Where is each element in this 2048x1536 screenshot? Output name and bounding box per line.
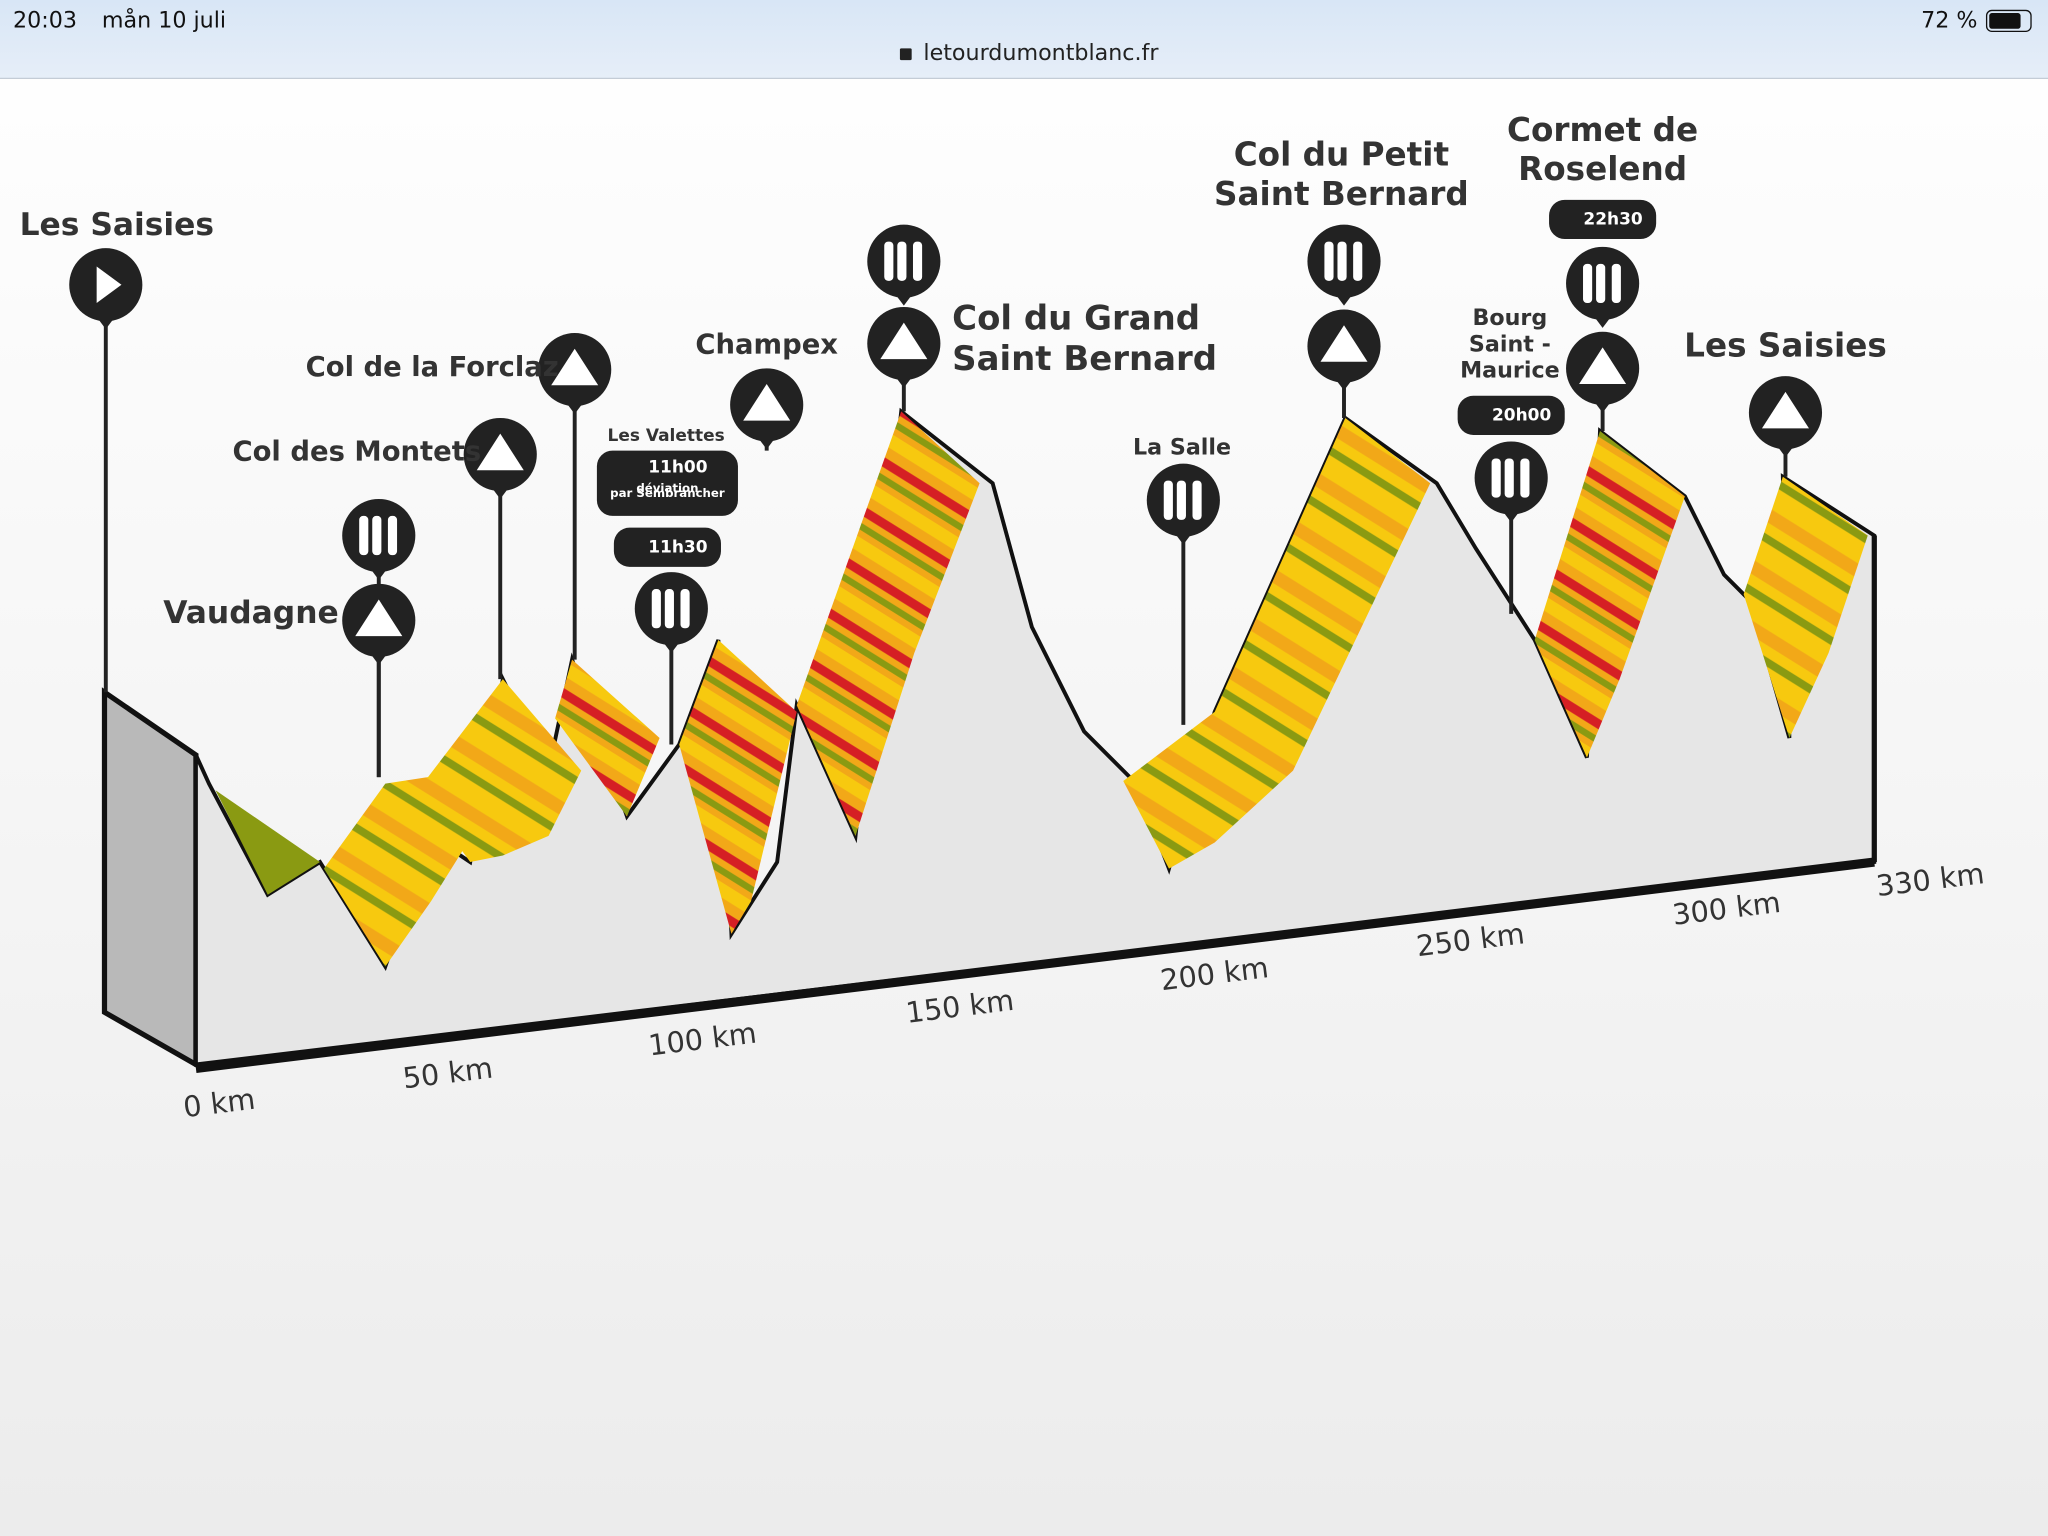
food-icon xyxy=(680,589,690,629)
place-name: Col du Grand xyxy=(952,299,1200,339)
food-icon xyxy=(912,241,923,281)
mountain-icon xyxy=(551,348,599,386)
food-icon xyxy=(651,589,661,629)
food-icon xyxy=(1491,458,1501,498)
food-icon xyxy=(1176,480,1186,520)
mountain-icon xyxy=(476,433,524,471)
place-name: Les Saisies xyxy=(20,207,215,243)
climb xyxy=(555,659,660,817)
place-name: La Salle xyxy=(1133,435,1231,461)
place-name: Col du Petit xyxy=(1234,136,1449,174)
place-name: Vaudagne xyxy=(163,595,339,631)
climb xyxy=(1743,476,1868,738)
time-badge xyxy=(1549,199,1657,240)
time-badge xyxy=(596,450,738,516)
mountain-icon xyxy=(1761,391,1809,429)
climb xyxy=(796,411,980,836)
place-name: Cormet de xyxy=(1507,111,1698,149)
place-name: Les Valettes xyxy=(608,426,725,446)
mountain-icon xyxy=(355,599,403,637)
food-icon xyxy=(1353,241,1363,281)
battery-level: 72 % xyxy=(1921,7,1977,33)
food-icon xyxy=(1504,458,1514,498)
badge-text: par Sembrancher xyxy=(610,486,725,500)
place-name: Saint Bernard xyxy=(952,339,1217,379)
status-bar xyxy=(0,0,2048,79)
food-icon xyxy=(359,515,369,556)
place-name: Roselend xyxy=(1518,150,1687,188)
food-icon xyxy=(1596,263,1606,304)
battery-fill xyxy=(1989,13,2021,29)
place-name: Saint Bernard xyxy=(1214,175,1469,213)
climb xyxy=(679,640,797,934)
food-icon xyxy=(1583,263,1593,304)
date: mån 10 juli xyxy=(102,5,226,33)
climb xyxy=(417,679,582,863)
food-icon xyxy=(1324,241,1334,281)
time-badge xyxy=(1457,395,1565,435)
mountain-icon xyxy=(1579,347,1627,384)
climb xyxy=(323,770,471,967)
food-icon xyxy=(664,589,674,629)
badge-text: 22h30 xyxy=(1583,209,1642,229)
time-badge xyxy=(613,527,721,567)
mountain-icon xyxy=(743,384,791,421)
food-icon xyxy=(1520,458,1530,498)
food-icon xyxy=(387,515,398,556)
mountain-icon xyxy=(1320,325,1368,362)
place-name: Bourg xyxy=(1472,305,1547,331)
place-name: Champex xyxy=(695,330,838,361)
food-icon xyxy=(884,241,894,281)
url[interactable]: letourdumontblanc.fr xyxy=(923,40,1159,66)
food-icon xyxy=(1192,480,1202,520)
climb xyxy=(1534,431,1685,758)
markers xyxy=(69,224,1823,778)
badge-text: 20h00 xyxy=(1492,405,1551,425)
lock-icon xyxy=(899,48,912,61)
clock: 20:03 xyxy=(13,7,77,33)
battery-icon xyxy=(1985,9,2032,32)
badge-text: 11h00 xyxy=(648,458,707,478)
start-icon xyxy=(96,266,122,304)
place-name: Col de la Forclaz xyxy=(306,352,559,383)
food-icon xyxy=(897,241,907,281)
mountain-icon xyxy=(880,322,928,360)
profile-side xyxy=(101,687,199,1069)
food-icon xyxy=(1337,241,1347,281)
climb xyxy=(215,790,320,895)
badge-text: 11h30 xyxy=(648,537,707,557)
food-icon xyxy=(372,515,382,556)
baseline xyxy=(195,857,1875,1073)
climb xyxy=(1123,417,1431,869)
place-name: Maurice xyxy=(1460,357,1560,383)
place-name: Col des Montets xyxy=(232,437,481,468)
food-icon xyxy=(1611,263,1621,304)
place-name: Les Saisies xyxy=(1684,326,1887,364)
food-icon xyxy=(1163,480,1173,520)
badge-text: déviation xyxy=(636,481,698,495)
place-name: Saint - xyxy=(1469,331,1551,357)
